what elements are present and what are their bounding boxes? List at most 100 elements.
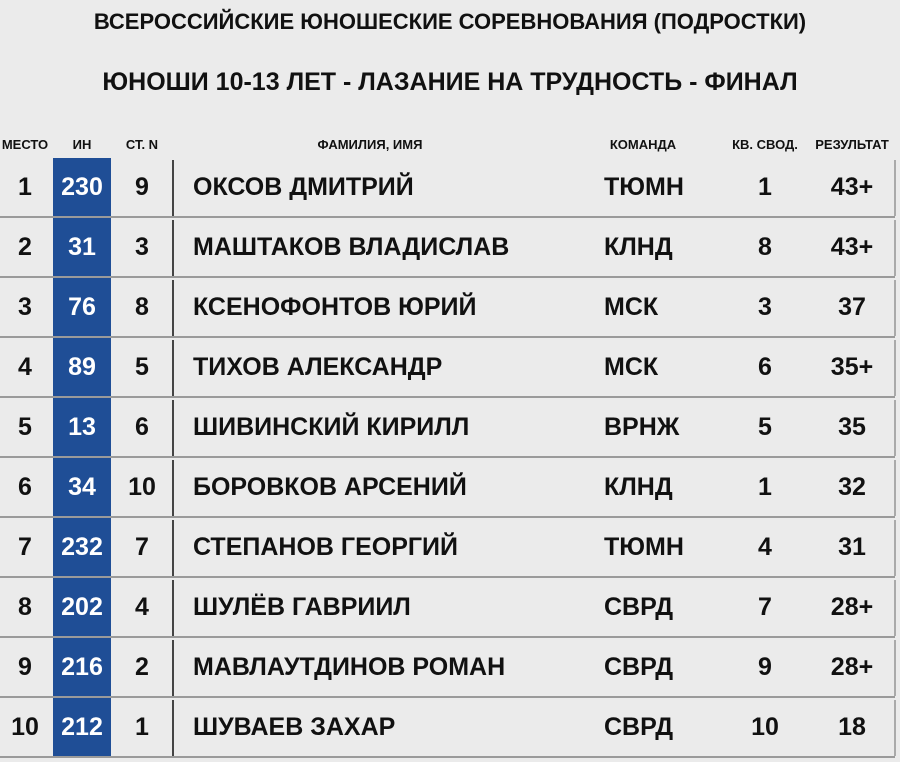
name-cell: БОРОВКОВ АРСЕНИЙ	[193, 473, 467, 501]
result-cell: 35	[838, 413, 866, 441]
result-cell: 35+	[830, 353, 874, 381]
column-divider	[172, 640, 174, 696]
qual-cell: 9	[758, 653, 772, 681]
result-cell: 43+	[830, 233, 874, 261]
name-cell: ШУВАЕВ ЗАХАР	[193, 713, 396, 741]
place-cell: 6	[18, 473, 32, 501]
header-start: СТ. N	[125, 137, 159, 152]
row-divider	[0, 756, 895, 758]
table-row: 6 34 10 БОРОВКОВ АРСЕНИЙ КЛНД 1 32	[0, 458, 900, 518]
id-cell: 212	[61, 713, 103, 741]
team-cell: ТЮМН	[604, 533, 684, 561]
id-cell-background	[53, 398, 111, 456]
id-cell: 34	[68, 473, 96, 501]
team-cell: СВРД	[604, 713, 674, 741]
id-cell: 230	[61, 173, 103, 201]
column-divider	[894, 580, 896, 636]
table-row: 1 230 9 ОКСОВ ДМИТРИЙ ТЮМН 1 43+	[0, 158, 900, 218]
name-cell: КСЕНОФОНТОВ ЮРИЙ	[193, 293, 477, 321]
place-cell: 5	[18, 413, 32, 441]
team-cell: МСК	[604, 293, 659, 321]
place-cell: 2	[18, 233, 32, 261]
row-divider	[0, 456, 895, 458]
row-divider	[0, 636, 895, 638]
id-cell-background	[53, 338, 111, 396]
id-cell-background	[53, 278, 111, 336]
qual-cell: 10	[751, 713, 779, 741]
start-cell: 7	[135, 533, 149, 561]
start-cell: 10	[128, 473, 156, 501]
team-cell: СВРД	[604, 653, 674, 681]
place-cell: 1	[18, 173, 32, 201]
name-cell: ОКСОВ ДМИТРИЙ	[193, 173, 414, 201]
qual-cell: 4	[758, 533, 772, 561]
table-row: 2 31 3 МАШТАКОВ ВЛАДИСЛАВ КЛНД 8 43+	[0, 218, 900, 278]
id-cell: 89	[68, 353, 96, 381]
column-divider	[172, 160, 174, 216]
id-cell: 13	[68, 413, 96, 441]
result-cell: 28+	[830, 653, 874, 681]
row-divider	[0, 396, 895, 398]
header-result: РЕЗУЛЬТАТ	[815, 137, 889, 152]
column-divider	[894, 160, 896, 216]
table-row: 9 216 2 МАВЛАУТДИНОВ РОМАН СВРД 9 28+	[0, 638, 900, 698]
id-cell: 76	[68, 293, 96, 321]
place-cell: 8	[18, 593, 32, 621]
table-row: 8 202 4 ШУЛЁВ ГАВРИИЛ СВРД 7 28+	[0, 578, 900, 638]
column-divider	[894, 520, 896, 576]
start-cell: 4	[135, 593, 149, 621]
id-cell-background	[53, 578, 111, 636]
category-title: ЮНОШИ 10-13 ЛЕТ - ЛАЗАНИЕ НА ТРУДНОСТЬ -…	[102, 68, 798, 96]
result-cell: 31	[838, 533, 866, 561]
start-cell: 8	[135, 293, 149, 321]
qual-cell: 3	[758, 293, 772, 321]
name-cell: ШУЛЁВ ГАВРИИЛ	[193, 593, 411, 621]
row-divider	[0, 336, 895, 338]
id-cell-background	[53, 218, 111, 276]
column-divider	[172, 520, 174, 576]
column-divider	[894, 460, 896, 516]
start-cell: 1	[135, 713, 149, 741]
event-title: ВСЕРОССИЙСКИЕ ЮНОШЕСКИЕ СОРЕВНОВАНИЯ (ПО…	[93, 9, 807, 34]
row-divider	[0, 576, 895, 578]
column-divider	[172, 340, 174, 396]
id-cell: 232	[61, 533, 103, 561]
team-cell: ТЮМН	[604, 173, 684, 201]
column-divider	[894, 280, 896, 336]
start-cell: 5	[135, 353, 149, 381]
table-row: 5 13 6 ШИВИНСКИЙ КИРИЛЛ ВРНЖ 5 35	[0, 398, 900, 458]
start-cell: 2	[135, 653, 149, 681]
id-cell: 202	[61, 593, 103, 621]
qual-cell: 5	[758, 413, 772, 441]
column-divider	[172, 280, 174, 336]
header-id: ИН	[72, 137, 92, 152]
name-cell: ШИВИНСКИЙ КИРИЛЛ	[193, 413, 470, 441]
table-row: 10 212 1 ШУВАЕВ ЗАХАР СВРД 10 18	[0, 698, 900, 758]
place-cell: 7	[18, 533, 32, 561]
header-place: МЕСТО	[1, 137, 49, 152]
qual-cell: 1	[758, 473, 772, 501]
qual-cell: 6	[758, 353, 772, 381]
id-cell: 31	[68, 233, 96, 261]
start-cell: 6	[135, 413, 149, 441]
start-cell: 3	[135, 233, 149, 261]
team-cell: СВРД	[604, 593, 674, 621]
column-divider	[172, 400, 174, 456]
id-cell-background	[53, 638, 111, 696]
place-cell: 10	[11, 713, 39, 741]
name-cell: МАВЛАУТДИНОВ РОМАН	[193, 653, 506, 681]
result-cell: 28+	[830, 593, 874, 621]
result-cell: 18	[838, 713, 866, 741]
id-cell-background	[53, 458, 111, 516]
header-name: ФАМИЛИЯ, ИМЯ	[317, 137, 423, 152]
table-row: 4 89 5 ТИХОВ АЛЕКСАНДР МСК 6 35+	[0, 338, 900, 398]
header-qual: КВ. СВОД.	[732, 137, 798, 152]
column-divider	[894, 640, 896, 696]
result-cell: 32	[838, 473, 866, 501]
place-cell: 3	[18, 293, 32, 321]
name-cell: МАШТАКОВ ВЛАДИСЛАВ	[193, 233, 510, 261]
team-cell: КЛНД	[604, 473, 673, 501]
qual-cell: 8	[758, 233, 772, 261]
id-cell-background	[53, 158, 111, 216]
id-cell-background	[53, 698, 111, 756]
